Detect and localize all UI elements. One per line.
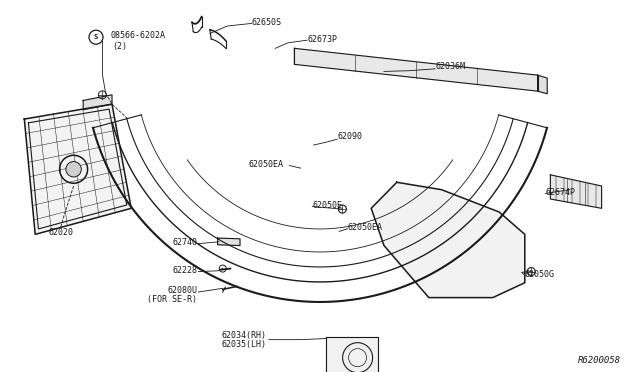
Text: (FOR SE-R): (FOR SE-R)	[147, 295, 197, 304]
Text: 62050G: 62050G	[525, 270, 555, 279]
Text: 62090: 62090	[337, 132, 362, 141]
Text: 62674P: 62674P	[545, 188, 575, 197]
Circle shape	[66, 161, 81, 177]
Polygon shape	[538, 75, 547, 94]
Polygon shape	[371, 182, 525, 298]
Text: 62228: 62228	[172, 266, 197, 275]
Polygon shape	[218, 238, 240, 246]
Text: 62050EA: 62050EA	[348, 223, 383, 232]
Text: 62740: 62740	[172, 238, 197, 247]
Text: 08566-6202A: 08566-6202A	[111, 31, 166, 40]
Polygon shape	[294, 48, 538, 91]
Text: 62050E: 62050E	[312, 201, 342, 210]
Text: 62650S: 62650S	[252, 18, 282, 27]
Text: (2): (2)	[112, 42, 127, 51]
Text: 62034(RH): 62034(RH)	[222, 331, 267, 340]
Text: S: S	[94, 34, 98, 40]
Text: 62035(LH): 62035(LH)	[222, 340, 267, 349]
Polygon shape	[24, 104, 131, 234]
Text: 62020: 62020	[48, 228, 74, 237]
Polygon shape	[83, 95, 112, 110]
Text: 62036M: 62036M	[435, 62, 465, 71]
Polygon shape	[326, 337, 378, 372]
Text: R6200058: R6200058	[578, 356, 621, 365]
Text: 62080U: 62080U	[167, 286, 197, 295]
Text: 62673P: 62673P	[307, 35, 337, 44]
Polygon shape	[550, 175, 602, 208]
Text: 62050EA: 62050EA	[248, 160, 284, 169]
